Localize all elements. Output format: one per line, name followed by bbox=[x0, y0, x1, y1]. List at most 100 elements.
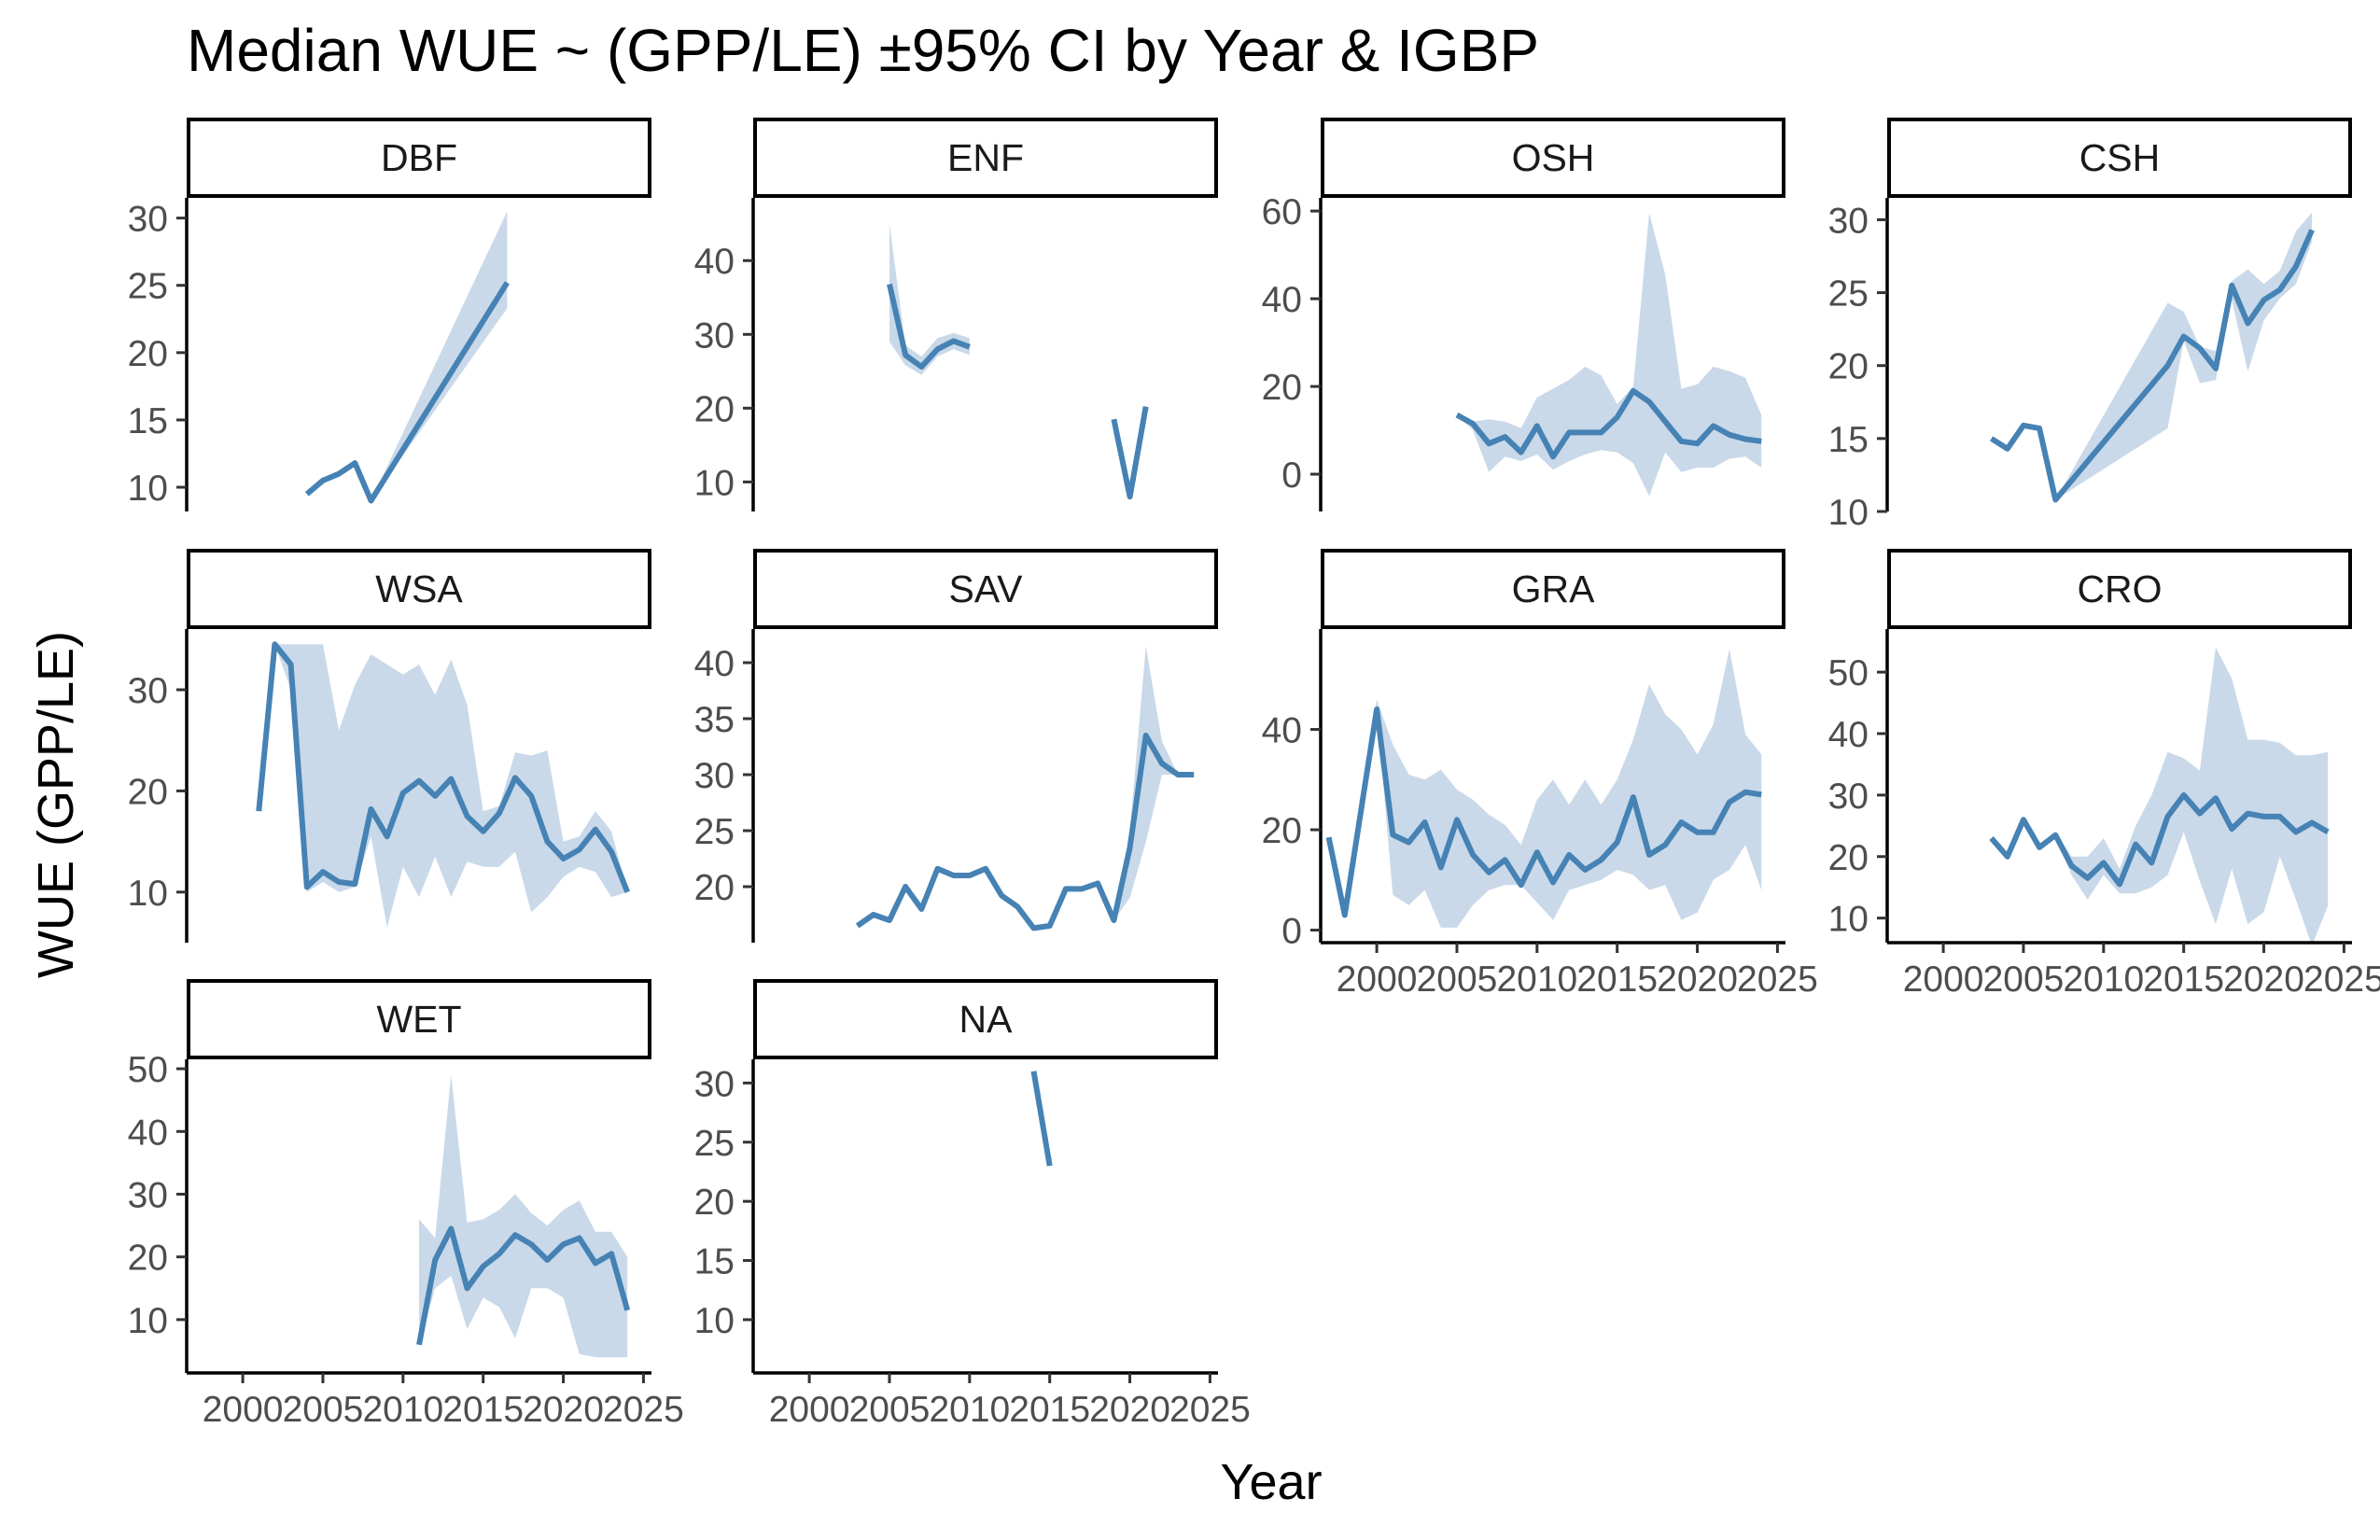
y-tick-label-gra-20: 20 bbox=[1262, 811, 1302, 851]
strip-na bbox=[753, 979, 1218, 1059]
strip-label-osh: OSH bbox=[1512, 136, 1595, 179]
x-tick-label-wet-2015: 2015 bbox=[442, 1390, 524, 1430]
y-tick-label-csh-30: 30 bbox=[1828, 201, 1869, 241]
x-tick-label-wet-2010: 2010 bbox=[362, 1390, 443, 1430]
strip-sav bbox=[753, 549, 1218, 629]
y-tick-label-sav-20: 20 bbox=[694, 868, 735, 908]
y-tick-label-wet-40: 40 bbox=[128, 1113, 168, 1153]
y-tick-label-wet-50: 50 bbox=[128, 1050, 168, 1090]
y-tick-label-cro-40: 40 bbox=[1828, 715, 1869, 755]
y-tick-label-na-10: 10 bbox=[694, 1301, 735, 1341]
x-tick-label-gra-2005: 2005 bbox=[1417, 959, 1498, 1000]
x-tick-label-na-2005: 2005 bbox=[849, 1390, 931, 1430]
strip-label-cro: CRO bbox=[2077, 567, 2162, 610]
strip-gra bbox=[1321, 549, 1785, 629]
median-line-enf-1 bbox=[1111, 406, 1149, 500]
x-tick-label-cro-2005: 2005 bbox=[1983, 959, 2065, 1000]
x-tick-label-gra-2010: 2010 bbox=[1496, 959, 1577, 1000]
x-tick-label-na-2020: 2020 bbox=[1089, 1390, 1170, 1430]
y-tick-label-dbf-20: 20 bbox=[128, 334, 168, 374]
y-tick-label-wsa-10: 10 bbox=[128, 874, 168, 914]
x-tick-label-gra-2025: 2025 bbox=[1737, 959, 1818, 1000]
y-tick-label-cro-20: 20 bbox=[1828, 838, 1869, 878]
x-tick-label-cro-2000: 2000 bbox=[1903, 959, 1984, 1000]
strip-label-gra: GRA bbox=[1512, 567, 1596, 610]
y-tick-label-gra-0: 0 bbox=[1281, 912, 1302, 952]
ci-ribbon-dbf-0 bbox=[306, 211, 508, 501]
y-tick-label-sav-35: 35 bbox=[694, 700, 735, 740]
y-tick-label-dbf-15: 15 bbox=[128, 401, 168, 441]
y-tick-label-na-20: 20 bbox=[694, 1183, 735, 1223]
facet-panels: DBF1015202530ENF10203040OSH0204060CSH101… bbox=[128, 118, 2380, 1430]
y-tick-label-enf-20: 20 bbox=[694, 389, 735, 429]
y-tick-label-gra-40: 40 bbox=[1262, 711, 1302, 751]
y-tick-label-enf-40: 40 bbox=[694, 242, 735, 282]
y-tick-label-sav-40: 40 bbox=[694, 644, 735, 684]
y-tick-label-wet-20: 20 bbox=[128, 1239, 168, 1279]
median-line-wet-0 bbox=[416, 1225, 631, 1346]
panel-csh: CSH 10 15 20 25 30 bbox=[1828, 118, 2352, 533]
y-tick-label-sav-25: 25 bbox=[694, 812, 735, 852]
y-tick-label-na-30: 30 bbox=[694, 1064, 735, 1104]
median-line-gra-0 bbox=[1325, 707, 1762, 918]
y-tick-label-wet-30: 30 bbox=[128, 1175, 168, 1215]
y-tick-label-osh-60: 60 bbox=[1262, 192, 1302, 232]
y-tick-label-dbf-10: 10 bbox=[128, 469, 168, 509]
strip-osh bbox=[1321, 118, 1785, 198]
panel-wsa: WSA 10 20 30 bbox=[128, 549, 651, 943]
strip-wsa bbox=[187, 549, 651, 629]
y-tick-label-dbf-30: 30 bbox=[128, 200, 168, 240]
strip-label-dbf: DBF bbox=[381, 136, 457, 179]
strip-label-enf: ENF bbox=[947, 136, 1024, 179]
y-tick-label-na-15: 15 bbox=[694, 1242, 735, 1282]
y-tick-label-na-25: 25 bbox=[694, 1124, 735, 1164]
y-tick-label-cro-30: 30 bbox=[1828, 777, 1869, 817]
median-line-cro-0 bbox=[1989, 791, 2330, 888]
strip-wet bbox=[187, 979, 651, 1059]
y-tick-label-enf-10: 10 bbox=[694, 463, 735, 503]
x-tick-label-wet-2005: 2005 bbox=[283, 1390, 364, 1430]
x-tick-label-gra-2000: 2000 bbox=[1337, 959, 1418, 1000]
y-tick-label-osh-0: 0 bbox=[1281, 455, 1302, 496]
x-tick-label-wet-2000: 2000 bbox=[203, 1390, 284, 1430]
panel-gra: GRA 0 20 40 2000 2005 2010 2015 2020 2025 bbox=[1262, 549, 1818, 1000]
x-tick-label-gra-2020: 2020 bbox=[1657, 959, 1738, 1000]
y-tick-label-dbf-25: 25 bbox=[128, 267, 168, 307]
y-tick-label-csh-15: 15 bbox=[1828, 420, 1869, 460]
panel-dbf: DBF 10 15 20 25 30 bbox=[128, 118, 651, 511]
x-tick-label-wet-2025: 2025 bbox=[603, 1390, 684, 1430]
panel-enf: ENF 10 20 30 40 bbox=[694, 118, 1218, 511]
strip-enf bbox=[753, 118, 1218, 198]
ci-ribbon-wet-0 bbox=[419, 1074, 628, 1358]
panel-cro: CRO 10 20 30 40 50 2000 2005 2010 2015 2020 2025 bbox=[1828, 549, 2380, 1000]
median-line-sav-0 bbox=[855, 733, 1195, 931]
x-tick-label-cro-2020: 2020 bbox=[2223, 959, 2304, 1000]
ci-ribbon-cro-0 bbox=[1991, 647, 2329, 946]
y-tick-label-osh-40: 40 bbox=[1262, 280, 1302, 320]
median-line-wsa-0 bbox=[256, 641, 630, 893]
y-tick-label-wsa-20: 20 bbox=[128, 772, 168, 812]
ci-ribbon-csh-0 bbox=[1991, 212, 2313, 500]
median-line-csh-0 bbox=[1989, 229, 2315, 503]
x-tick-label-cro-2010: 2010 bbox=[2063, 959, 2144, 1000]
strip-cro bbox=[1887, 549, 2352, 629]
x-tick-label-cro-2015: 2015 bbox=[2143, 959, 2224, 1000]
ci-ribbon-gra-0 bbox=[1328, 649, 1762, 928]
y-tick-label-osh-20: 20 bbox=[1262, 368, 1302, 408]
strip-dbf bbox=[187, 118, 651, 198]
y-axis-title: WUE (GPP/LE) bbox=[28, 631, 84, 978]
y-tick-label-csh-10: 10 bbox=[1828, 493, 1869, 533]
y-tick-label-csh-20: 20 bbox=[1828, 347, 1869, 387]
x-tick-label-na-2025: 2025 bbox=[1169, 1390, 1251, 1430]
y-tick-label-sav-30: 30 bbox=[694, 756, 735, 796]
strip-label-na: NA bbox=[959, 998, 1014, 1041]
x-tick-label-na-2000: 2000 bbox=[769, 1390, 850, 1430]
y-tick-label-wsa-30: 30 bbox=[128, 671, 168, 711]
ci-ribbon-osh-0 bbox=[1457, 213, 1762, 497]
x-axis-title: Year bbox=[1220, 1454, 1322, 1510]
y-tick-label-enf-30: 30 bbox=[694, 315, 735, 356]
x-tick-label-wet-2020: 2020 bbox=[523, 1390, 604, 1430]
chart-title: Median WUE ~ (GPP/LE) ±95% CI by Year & … bbox=[187, 17, 1539, 84]
